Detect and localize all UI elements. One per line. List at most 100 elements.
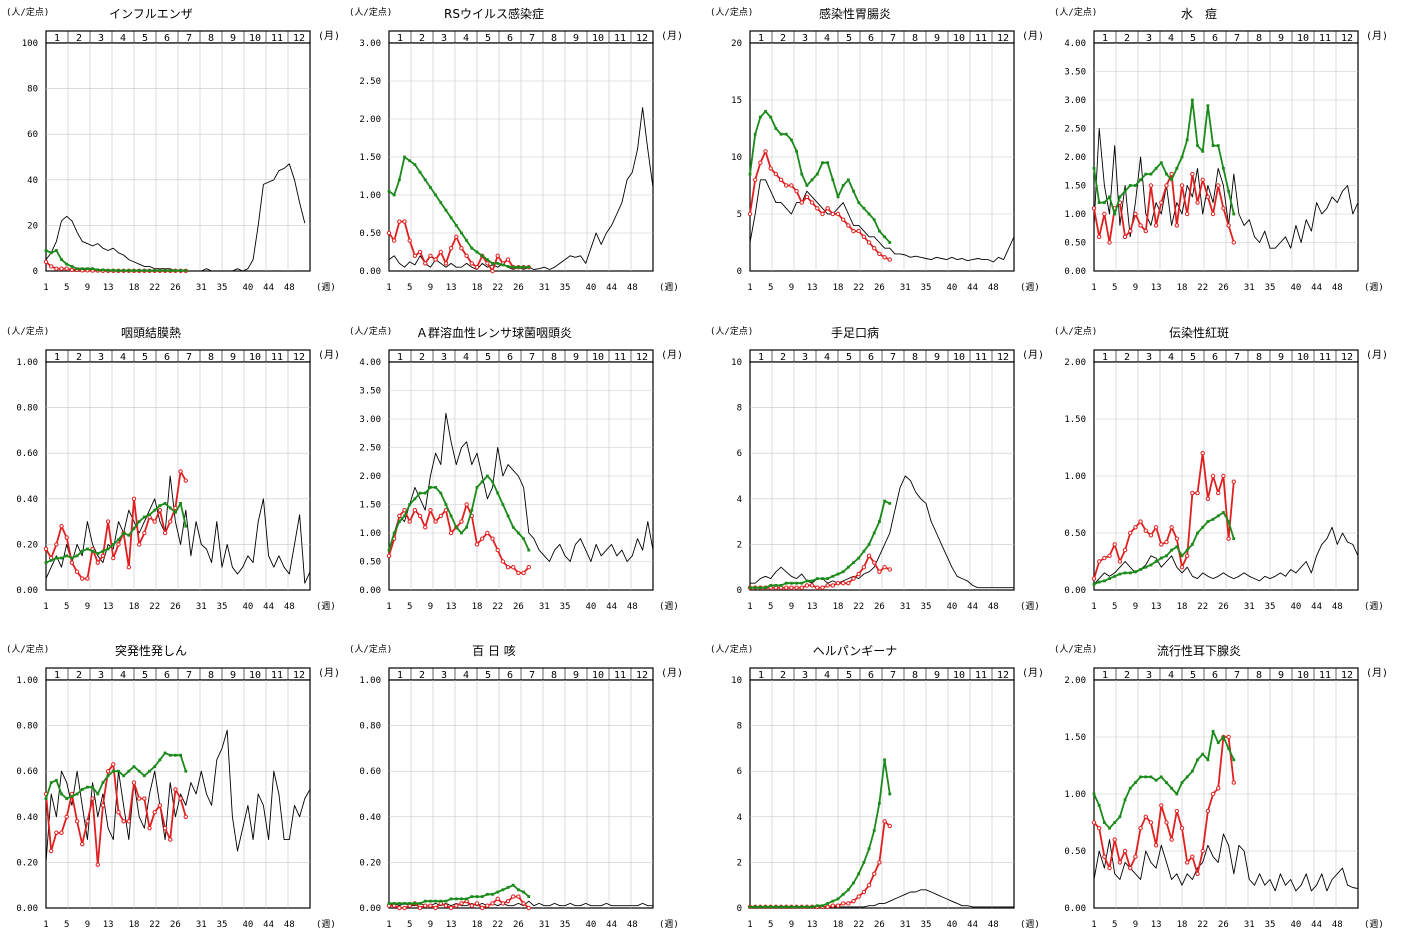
- data-point: [511, 883, 515, 887]
- data-point: [111, 762, 116, 767]
- data-point: [1113, 574, 1117, 578]
- y-tick-label: 0.60: [16, 767, 38, 777]
- data-point: [407, 519, 412, 524]
- y-tick-label: 1.50: [1064, 415, 1086, 425]
- y-tick-label: 3.00: [359, 39, 381, 49]
- data-point: [877, 251, 882, 257]
- x-tick-label: 31: [900, 920, 911, 930]
- data-point: [521, 901, 526, 906]
- data-point: [1179, 183, 1185, 188]
- data-point: [1092, 792, 1096, 796]
- data-point: [809, 200, 815, 205]
- data-point: [423, 261, 428, 266]
- y-tick-label: 3.00: [359, 415, 381, 425]
- data-point: [142, 530, 147, 536]
- data-point: [1139, 775, 1142, 779]
- data-point: [495, 547, 500, 553]
- data-point: [153, 269, 157, 272]
- series-line: [1093, 730, 1235, 830]
- month-label: 11: [975, 33, 987, 44]
- series-line: [749, 150, 891, 261]
- data-point: [1216, 183, 1221, 188]
- data-point: [500, 559, 506, 564]
- month-label: 12: [997, 33, 1009, 44]
- data-point: [168, 519, 173, 524]
- series-line: [749, 110, 891, 244]
- data-point: [1149, 563, 1153, 567]
- data-point: [96, 268, 100, 272]
- x-tick-label: 9: [428, 920, 433, 930]
- data-point: [790, 138, 793, 142]
- data-point: [43, 546, 49, 552]
- month-unit-label: (月): [1022, 30, 1044, 42]
- month-label: 4: [463, 33, 469, 44]
- y-unit-label: (人/定点): [349, 325, 392, 337]
- y-tick-label: 1.50: [1064, 182, 1086, 192]
- data-point: [1190, 854, 1195, 859]
- data-point: [1091, 206, 1097, 211]
- y-tick-label: 2: [737, 540, 742, 550]
- month-label: 8: [1256, 33, 1262, 44]
- data-point: [474, 901, 480, 906]
- data-point: [479, 905, 485, 911]
- series-line: [1093, 99, 1235, 215]
- data-point: [526, 565, 531, 570]
- month-label: 3: [802, 670, 808, 681]
- x-tick-label: 1: [1091, 283, 1096, 293]
- data-point: [148, 269, 151, 272]
- month-label: 5: [485, 352, 491, 363]
- y-unit-label: (人/定点): [710, 643, 753, 655]
- data-point: [122, 269, 126, 272]
- month-label: 12: [293, 670, 305, 681]
- data-point: [1117, 860, 1123, 865]
- data-point: [526, 905, 531, 911]
- data-point: [1138, 519, 1143, 524]
- data-point: [851, 576, 856, 581]
- month-label: 10: [1297, 352, 1309, 363]
- x-tick-label: 9: [85, 920, 90, 930]
- data-point: [80, 549, 84, 553]
- data-point: [1154, 778, 1158, 782]
- y-tick-label: 6: [737, 767, 742, 777]
- y-tick-label: 40: [27, 176, 38, 186]
- x-tick-label: 40: [946, 283, 957, 293]
- x-tick-label: 44: [606, 283, 617, 293]
- data-point: [505, 565, 511, 570]
- month-label: 5: [846, 670, 852, 681]
- data-point: [480, 480, 484, 484]
- data-point: [454, 234, 459, 240]
- chart-title: 流行性耳下腺炎: [1157, 644, 1241, 658]
- chart-title: ヘルパンギーナ: [813, 644, 898, 658]
- data-point: [454, 903, 459, 908]
- data-point: [1123, 571, 1127, 575]
- data-point: [872, 246, 877, 251]
- y-tick-label: 0.00: [16, 904, 38, 914]
- data-point: [810, 579, 814, 583]
- data-point: [80, 841, 85, 847]
- chart-title: 感染性胃腸炎: [819, 6, 891, 21]
- data-point: [96, 792, 100, 796]
- y-tick-label: 1.00: [1064, 210, 1086, 220]
- x-tick-label: 5: [64, 602, 69, 612]
- data-point: [778, 177, 784, 183]
- x-tick-label: 44: [263, 602, 274, 612]
- data-point: [1227, 520, 1230, 523]
- y-tick-label: 4.00: [359, 358, 381, 368]
- data-point: [856, 571, 861, 577]
- month-label: 8: [208, 33, 214, 44]
- week-unit-label: (週): [316, 601, 336, 612]
- month-label: 1: [54, 670, 60, 681]
- month-label: 8: [1256, 352, 1262, 363]
- month-unit-label: (月): [661, 667, 683, 679]
- y-tick-label: 2.50: [359, 77, 381, 87]
- data-point: [1216, 144, 1220, 147]
- series-line: [388, 156, 529, 269]
- week-unit-label: (週): [1364, 919, 1384, 930]
- data-point: [126, 819, 132, 824]
- y-unit-label: (人/定点): [349, 643, 392, 655]
- data-point: [872, 531, 876, 535]
- data-point: [413, 902, 417, 905]
- x-tick-label: 35: [560, 602, 571, 612]
- data-point: [439, 899, 443, 903]
- data-point: [815, 206, 820, 211]
